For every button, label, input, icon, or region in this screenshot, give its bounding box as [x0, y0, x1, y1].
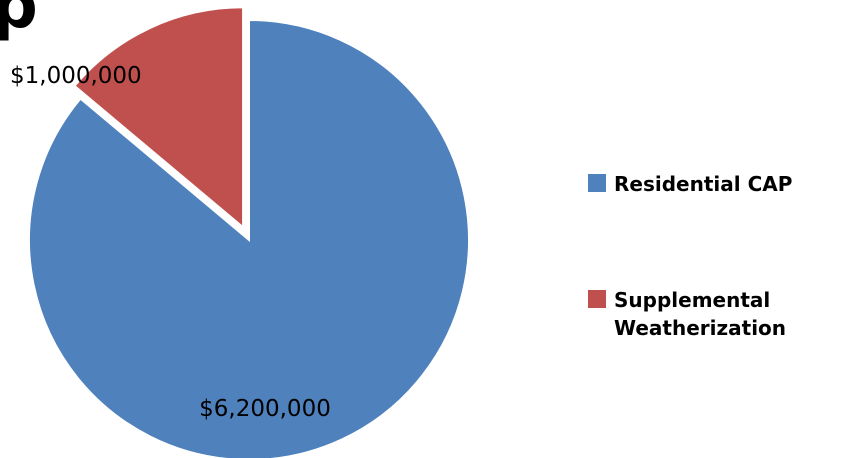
slice-residential-cap — [28, 18, 470, 458]
legend-label-supplemental-weatherization: Supplemental Weatherization — [614, 288, 787, 340]
legend-swatch-residential-cap — [588, 174, 606, 192]
legend-label-residential-cap: Residential CAP — [614, 172, 793, 196]
data-label-supplemental-weatherization: $1,000,000 — [10, 63, 142, 89]
cropped-title-fragment: p — [0, 0, 38, 43]
legend: Residential CAP Supplemental Weatherizat… — [588, 170, 858, 430]
legend-swatch-supplemental-weatherization — [588, 290, 606, 308]
slice-supplemental-weatherization — [73, 6, 245, 230]
data-label-residential-cap: $6,200,000 — [199, 396, 331, 422]
legend-item-supplemental-weatherization: Supplemental Weatherization — [588, 286, 858, 342]
legend-item-residential-cap: Residential CAP — [588, 170, 858, 198]
